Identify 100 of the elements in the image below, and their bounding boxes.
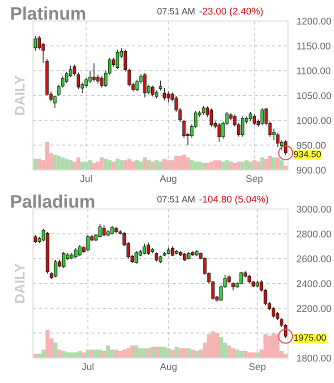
bar: [219, 337, 224, 358]
y-tick-label: 3000.00: [296, 206, 332, 213]
y-tick-label: 950.00: [296, 142, 326, 149]
chart-title: Palladium: [11, 194, 94, 208]
y-tick-label: 2800.00: [296, 230, 332, 238]
candlestick: [92, 62, 96, 82]
candlestick: [210, 108, 213, 128]
candlestick: [240, 271, 243, 285]
candlestick: [134, 250, 138, 264]
bar: [260, 157, 264, 170]
bar: [235, 350, 240, 358]
bar: [174, 346, 179, 358]
x-tick-label: Aug: [160, 363, 177, 372]
text: -104.80 (5.04%): [199, 195, 268, 205]
bar: [210, 331, 215, 358]
bar: [186, 348, 191, 358]
bar: [162, 346, 167, 358]
text: -23.00 (2.40%): [199, 7, 263, 17]
bar: [58, 350, 62, 358]
bar: [118, 351, 122, 358]
bar: [108, 160, 112, 170]
candlestick: [102, 224, 106, 237]
bar: [170, 350, 175, 358]
x-tick-label: Sep: [246, 175, 263, 184]
bar: [135, 160, 139, 170]
y-tick-label: 2200.00: [296, 305, 332, 312]
chart-subtitle: 07:51 AM: [157, 8, 194, 14]
bar: [209, 162, 214, 170]
chart-title: Platinum: [11, 6, 86, 20]
bar: [158, 346, 163, 358]
bar: [116, 158, 120, 170]
y-tick-label: 1000.00: [297, 117, 332, 124]
bar: [194, 351, 199, 358]
candlestick: [53, 95, 57, 108]
bar: [186, 157, 190, 170]
bar: [114, 350, 118, 358]
bar: [228, 162, 233, 170]
bar: [112, 162, 116, 170]
bar: [119, 160, 124, 170]
bar: [106, 345, 110, 358]
candlestick: [276, 132, 280, 148]
bar: [158, 162, 162, 170]
candlestick: [100, 75, 104, 88]
bar: [162, 158, 166, 170]
bar: [88, 160, 92, 170]
y-tick-label: 2400.00: [296, 280, 332, 288]
bar: [94, 350, 98, 358]
x-tick-label: Jul: [80, 174, 92, 182]
candlestick: [86, 234, 90, 252]
candlestick: [252, 114, 256, 126]
bar: [198, 162, 202, 170]
bar: [182, 348, 187, 358]
y-tick-label: 1050.00: [297, 92, 332, 100]
bar: [72, 162, 76, 170]
bar: [214, 332, 220, 358]
candlestick: [240, 116, 244, 138]
y-tick-label: 1100.00: [297, 67, 330, 74]
bar: [271, 332, 276, 358]
bar: [178, 348, 183, 358]
bar: [247, 352, 252, 358]
bar: [190, 350, 195, 358]
x-tick-label: Sep: [249, 363, 266, 372]
y-tick-label: 1150.00: [297, 42, 330, 50]
bar: [76, 157, 80, 170]
bar: [268, 156, 272, 170]
bar: [142, 348, 146, 358]
x-tick-label: Aug: [160, 175, 176, 184]
bar: [102, 351, 106, 358]
bar: [221, 162, 226, 170]
bar: [194, 162, 198, 170]
candlestick: [162, 88, 166, 101]
bar: [225, 160, 229, 170]
candlestick: [135, 79, 139, 92]
bar: [62, 351, 66, 358]
bar: [243, 351, 248, 358]
bar: [248, 162, 252, 170]
bar: [64, 158, 69, 170]
candlestick: [116, 49, 120, 70]
bar: [123, 160, 128, 170]
bar: [54, 342, 58, 358]
bar: [178, 156, 182, 170]
bar: [52, 154, 57, 170]
bar: [202, 163, 206, 170]
text: 1975.00: [294, 334, 326, 341]
bar: [100, 157, 104, 170]
candlestick: [284, 323, 288, 339]
bar: [131, 162, 136, 170]
candlestick: [166, 91, 170, 103]
candlestick: [98, 223, 102, 238]
candlestick: [124, 49, 127, 72]
bar: [90, 350, 94, 358]
bar: [68, 160, 72, 170]
candlestick: [284, 140, 288, 156]
bar: [154, 346, 158, 358]
bar: [138, 348, 142, 358]
candlestick: [54, 259, 58, 278]
bar: [110, 350, 114, 358]
bar: [231, 348, 236, 358]
candlestick: [182, 119, 186, 138]
candlestick: [78, 244, 82, 257]
